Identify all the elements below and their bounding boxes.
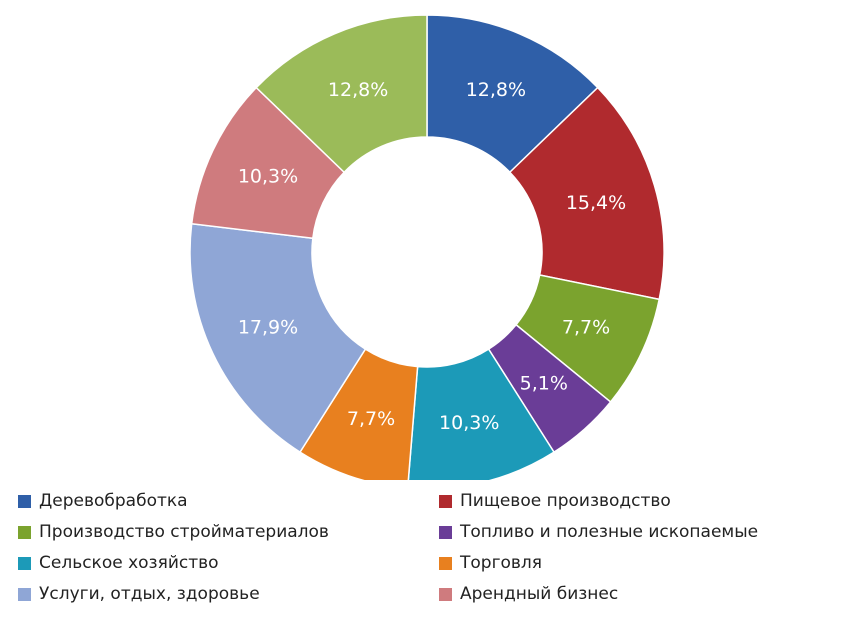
slice-label-9: 12,8% xyxy=(328,79,388,101)
donut-slice-9 xyxy=(255,14,428,174)
slice-label-1: 12,8% xyxy=(466,79,526,101)
legend-item-6: Торговля xyxy=(439,548,542,578)
legend-item-7: Услуги, отдых, здоровье xyxy=(18,579,260,609)
legend-item-8: Арендный бизнес xyxy=(439,579,618,609)
legend-swatch xyxy=(18,525,31,539)
legend-swatch xyxy=(18,587,31,601)
slice-label-5: 10,3% xyxy=(439,412,499,434)
slice-label-8: 10,3% xyxy=(238,166,298,188)
legend-label: Торговля xyxy=(460,553,543,573)
legend-label: Топливо и полезные ископаемые xyxy=(460,522,759,542)
legend-swatch xyxy=(439,587,452,601)
slice-label-4: 5,1% xyxy=(520,373,568,395)
donut-slice-7 xyxy=(189,222,367,454)
donut-slice-2 xyxy=(508,86,665,301)
slice-label-7: 17,9% xyxy=(238,316,298,338)
legend-swatch xyxy=(439,556,452,570)
legend-item-5: Сельское хозяйство xyxy=(18,548,219,578)
donut-slice-5 xyxy=(407,348,556,480)
legend-label: Арендный бизнес xyxy=(460,584,619,604)
slice-label-2: 15,4% xyxy=(566,192,626,214)
legend-label: Производство стройматериалов xyxy=(39,522,329,542)
legend-label: Пищевое производство xyxy=(460,491,671,511)
legend-item-4: Топливо и полезные ископаемые xyxy=(439,517,758,547)
legend-swatch xyxy=(18,556,31,570)
legend-label: Деревобработка xyxy=(39,491,188,511)
legend-label: Сельское хозяйство xyxy=(39,553,219,573)
legend-item-3: Производство стройматериалов xyxy=(18,517,329,547)
legend-label: Услуги, отдых, здоровье xyxy=(39,584,260,604)
legend-swatch xyxy=(439,494,452,508)
legend-item-1: Деревобработка xyxy=(18,486,188,516)
legend-swatch xyxy=(18,494,31,508)
legend-swatch xyxy=(439,525,452,539)
slice-label-6: 7,7% xyxy=(347,408,395,430)
donut-chart: 12,8% 15,4% 7,7% 5,1% 10,3% 7,7% 17,9% 10,3% 12,… xyxy=(189,14,665,480)
legend-item-2: Пищевое производство xyxy=(439,486,671,516)
slice-label-3: 7,7% xyxy=(562,316,610,338)
